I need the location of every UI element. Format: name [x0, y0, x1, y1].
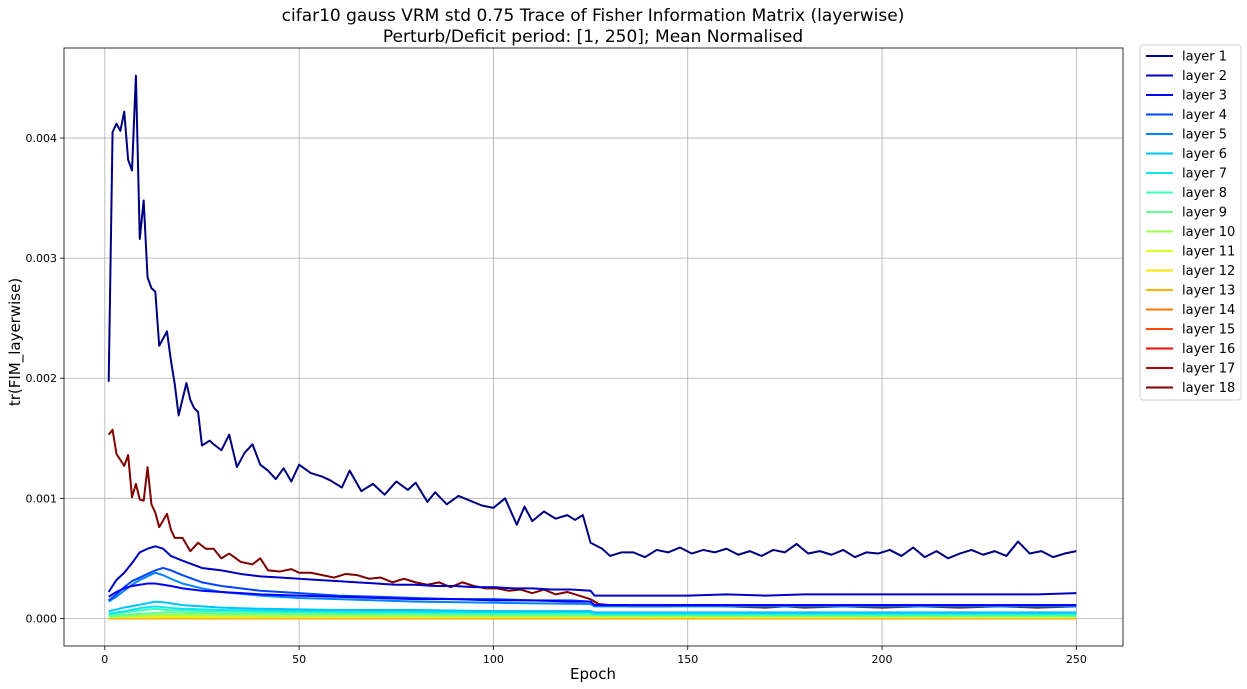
legend-label: layer 15	[1182, 323, 1235, 338]
legend-label: layer 13	[1182, 284, 1235, 299]
legend-label: layer 16	[1182, 342, 1235, 357]
legend-label: layer 3	[1182, 89, 1227, 104]
x-tick-label: 200	[872, 653, 893, 666]
legend-label: layer 9	[1182, 206, 1227, 221]
y-tick-label: 0.000	[26, 612, 58, 625]
y-tick-label: 0.004	[26, 132, 58, 145]
legend-label: layer 14	[1182, 303, 1235, 318]
chart-subtitle: Perturb/Deficit period: [1, 250]; Mean N…	[383, 27, 803, 47]
legend-label: layer 17	[1182, 362, 1235, 377]
y-axis-label: tr(FIM_layerwise)	[6, 278, 25, 406]
legend-label: layer 18	[1182, 381, 1235, 396]
x-tick-label: 150	[677, 653, 698, 666]
y-tick-label: 0.001	[26, 492, 58, 505]
legend-label: layer 8	[1182, 186, 1227, 201]
legend: layer 1 layer 2 layer 3 layer 4 layer 5 layer…	[1140, 45, 1241, 400]
x-tick-label: 50	[292, 653, 306, 666]
x-tick-label: 100	[483, 653, 504, 666]
legend-label: layer 4	[1182, 108, 1227, 123]
legend-label: layer 7	[1182, 167, 1227, 182]
x-axis-label: Epoch	[570, 665, 616, 683]
legend-label: layer 10	[1182, 225, 1235, 240]
legend-label: layer 2	[1182, 69, 1227, 84]
legend-label: layer 1	[1182, 50, 1227, 65]
x-tick-label: 0	[101, 653, 108, 666]
legend-label: layer 5	[1182, 128, 1227, 143]
y-tick-label: 0.002	[26, 372, 58, 385]
chart-title: cifar10 gauss VRM std 0.75 Trace of Fish…	[282, 6, 905, 26]
x-tick-label: 250	[1066, 653, 1087, 666]
legend-label: layer 11	[1182, 245, 1235, 260]
y-tick-label: 0.003	[26, 252, 58, 265]
legend-label: layer 6	[1182, 147, 1227, 162]
legend-label: layer 12	[1182, 264, 1235, 279]
